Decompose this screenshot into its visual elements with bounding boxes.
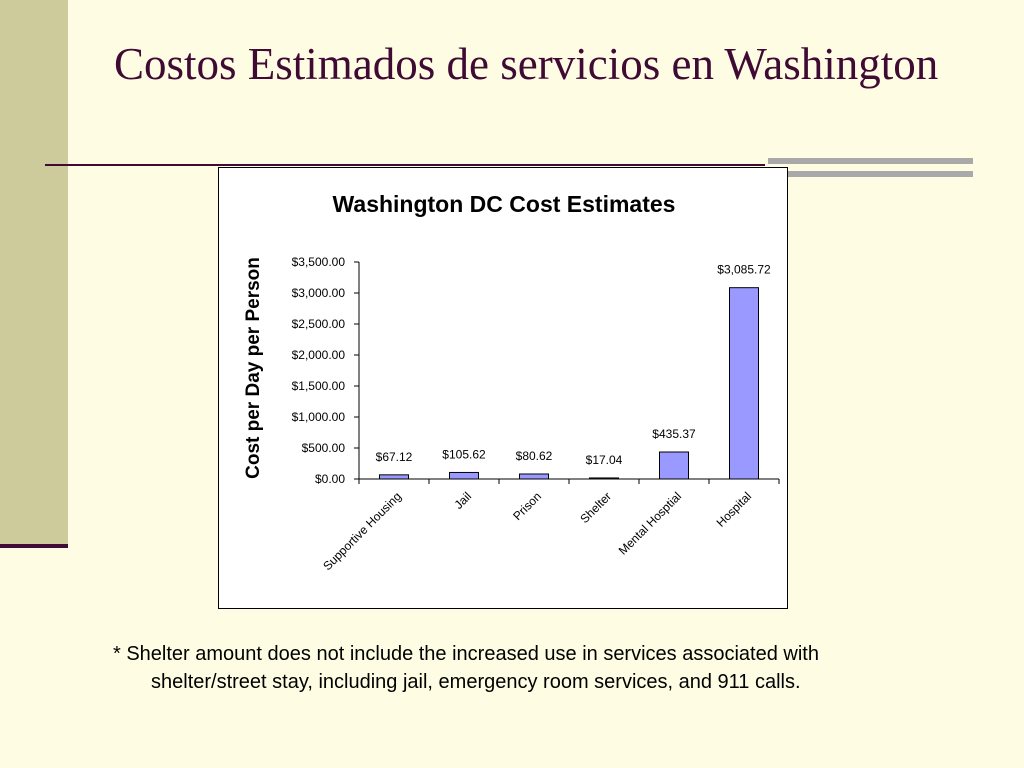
y-tick-label: $2,500.00 bbox=[292, 317, 346, 331]
bar bbox=[729, 287, 759, 480]
y-tick-label: $2,000.00 bbox=[292, 348, 346, 362]
bar bbox=[449, 471, 479, 480]
category-label: Hospital bbox=[714, 489, 755, 530]
category-label: Jail bbox=[451, 489, 474, 512]
y-tick-label: $3,000.00 bbox=[292, 286, 346, 300]
bar-chart: Washington DC Cost Estimates Cost per Da… bbox=[243, 191, 780, 573]
bar bbox=[659, 451, 689, 480]
x-ticks: Supportive Housing Jail Prison Shelter Menta… bbox=[320, 479, 780, 573]
footnote: * Shelter amount does not include the in… bbox=[113, 640, 933, 696]
y-tick-label: $500.00 bbox=[302, 441, 346, 455]
category-label: Mental Hosptial bbox=[616, 489, 684, 557]
data-label: $435.37 bbox=[652, 427, 696, 441]
decorative-gray-stripe-bottom bbox=[768, 171, 973, 177]
decorative-gray-stripe-top bbox=[768, 158, 973, 164]
left-decorative-bar bbox=[0, 0, 68, 545]
y-tick-label: $0.00 bbox=[315, 472, 345, 486]
data-label: $67.12 bbox=[376, 450, 413, 464]
y-tick-label: $3,500.00 bbox=[292, 255, 346, 269]
chart-container: Washington DC Cost Estimates Cost per Da… bbox=[218, 167, 788, 609]
footnote-line-2: shelter/street stay, including jail, eme… bbox=[151, 671, 801, 693]
data-label: $17.04 bbox=[586, 453, 623, 467]
category-label: Prison bbox=[510, 489, 544, 523]
chart-title: Washington DC Cost Estimates bbox=[333, 191, 676, 217]
y-ticks: $0.00 $500.00 $1,000.00 $1,500.00 $2,000.00 $… bbox=[292, 255, 359, 486]
slide-title: Costos Estimados de servicios en Washing… bbox=[114, 39, 939, 89]
left-accent-line bbox=[0, 544, 68, 548]
data-label: $3,085.72 bbox=[717, 263, 771, 277]
bar bbox=[519, 473, 549, 480]
bar bbox=[589, 477, 619, 480]
data-label: $105.62 bbox=[442, 447, 486, 461]
y-tick-label: $1,000.00 bbox=[292, 410, 346, 424]
title-divider bbox=[45, 164, 765, 166]
footnote-line-1: * Shelter amount does not include the in… bbox=[113, 643, 819, 665]
category-label: Shelter bbox=[577, 489, 614, 526]
y-tick-label: $1,500.00 bbox=[292, 379, 346, 393]
y-axis-label: Cost per Day per Person bbox=[243, 257, 264, 479]
bars: $67.12 $105.62 $80.62 $17.04 $435.37 $3,085.7… bbox=[376, 263, 771, 480]
data-label: $80.62 bbox=[516, 449, 553, 463]
category-label: Supportive Housing bbox=[320, 489, 404, 573]
bar bbox=[379, 474, 409, 480]
